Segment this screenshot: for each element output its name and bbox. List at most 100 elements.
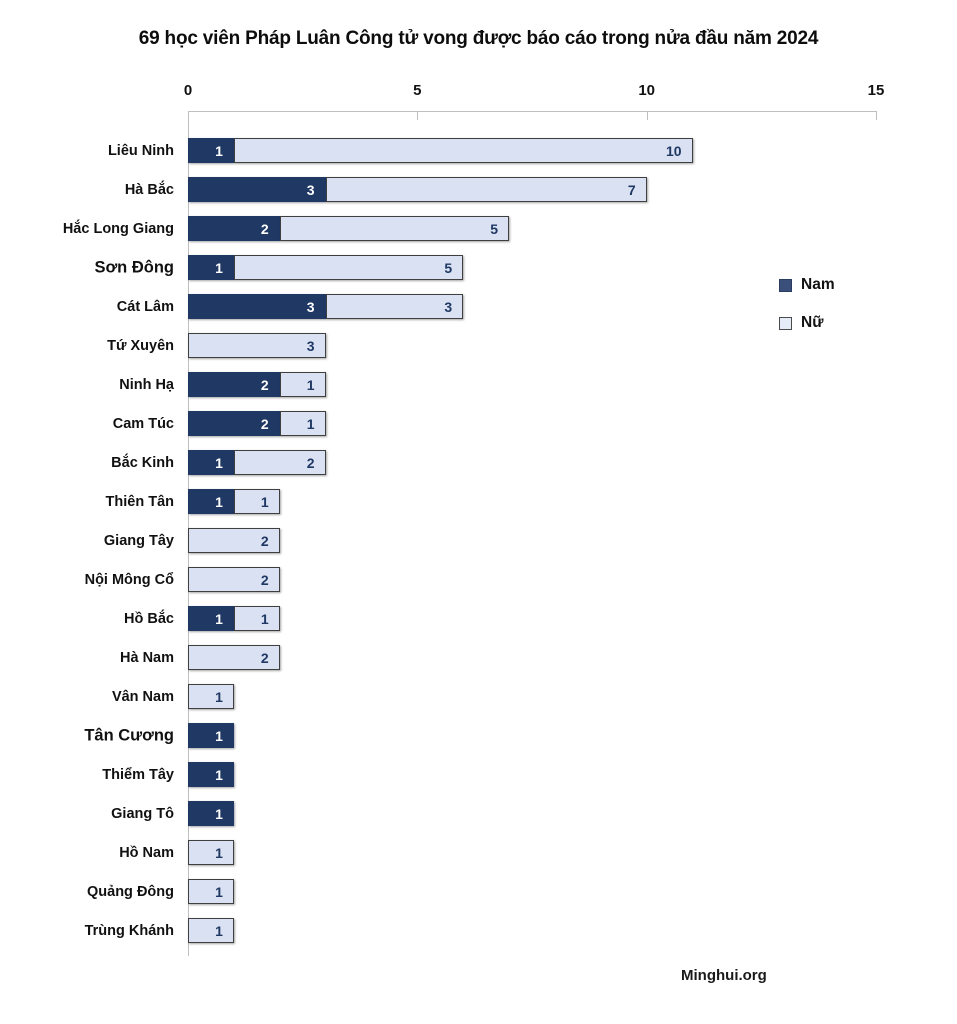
category-label: Tứ Xuyên [107, 337, 174, 354]
x-axis-tick [876, 111, 877, 120]
bar-value-label: 1 [215, 259, 223, 276]
bar-value-label: 2 [260, 220, 269, 237]
bar-value-label: 1 [306, 376, 315, 393]
category-label: Cam Túc [112, 415, 174, 432]
bar-segment-nu[interactable]: 1 [188, 918, 234, 943]
bar-segment-nam[interactable]: 1 [188, 489, 234, 514]
bar-value-label: 1 [215, 727, 223, 744]
bar-row: Hồ Bắc 1 1 [124, 599, 876, 638]
x-axis-tick [417, 111, 419, 120]
bar-row: Hà Bắc 3 7 [125, 170, 876, 209]
bar-value-label: 1 [215, 142, 223, 159]
bar-segment-nu[interactable]: 1 [233, 606, 280, 631]
bar-row: Cát Lâm 3 3 [117, 287, 876, 326]
bar-value-label: 3 [306, 337, 315, 354]
bar-segment-nam[interactable]: 1 [188, 723, 234, 748]
bar-row: Giang Tô 1 [111, 794, 876, 833]
bar-segment-nam[interactable]: 3 [188, 177, 326, 202]
bar-value-label: 2 [260, 571, 269, 588]
bar-row: Hồ Nam 1 [119, 833, 876, 872]
bar-row: Trùng Khánh 1 [85, 911, 876, 950]
bar-segment-nam[interactable]: 1 [188, 255, 234, 280]
bar-segment-nu[interactable]: 5 [279, 216, 510, 241]
bar-segment-nam[interactable]: 2 [188, 372, 280, 397]
bar-value-label: 1 [215, 454, 223, 471]
bar-row: Thiên Tân 1 1 [106, 482, 876, 521]
category-label: Cát Lâm [116, 298, 174, 315]
bar-value-label: 5 [490, 220, 499, 237]
bar-value-label: 1 [215, 766, 223, 783]
category-label: Hà Nam [120, 649, 174, 666]
category-label: Ninh Hạ [119, 376, 174, 393]
bar-value-label: 2 [306, 454, 315, 471]
bar-row: Ninh Hạ 2 1 [119, 365, 876, 404]
bar-row: Quảng Đông 1 [87, 872, 876, 911]
bar-segment-nu[interactable]: 2 [233, 450, 326, 475]
bar-value-label: 1 [215, 493, 223, 510]
legend-item-nam[interactable]: Nam [779, 266, 835, 304]
legend-item-nu[interactable]: Nữ [779, 304, 835, 342]
bar-segment-nam[interactable]: 1 [188, 801, 234, 826]
category-label: Sơn Đông [94, 258, 174, 276]
page-title: 69 học viên Pháp Luân Công tử vong được … [138, 28, 819, 49]
bar-segment-nam[interactable]: 1 [188, 762, 234, 787]
bar-segment-nu[interactable]: 2 [188, 567, 280, 592]
bar-value-label: 1 [215, 805, 223, 822]
bar-segment-nu[interactable]: 2 [188, 528, 280, 553]
bar-row: Thiểm Tây 1 [102, 755, 876, 794]
bar-row: Liêu Ninh 1 10 [108, 131, 876, 170]
bar-segment-nam[interactable]: 1 [188, 450, 234, 475]
bar-value-label: 1 [215, 922, 223, 939]
bar-segment-nam[interactable]: 2 [188, 411, 280, 436]
bar-segment-nu[interactable]: 10 [233, 138, 693, 163]
category-label: Giang Tô [111, 805, 174, 822]
outlined-square-icon [779, 316, 792, 330]
category-label: Nội Mông Cổ [84, 571, 174, 588]
bar-row: Vân Nam 1 [112, 677, 876, 716]
bar-row: Tứ Xuyên 3 [107, 326, 876, 365]
bar-segment-nu[interactable]: 1 [188, 684, 234, 709]
category-label: Giang Tây [103, 532, 174, 549]
category-label: Hà Bắc [124, 181, 174, 198]
bar-row: Cam Túc 2 1 [113, 404, 876, 443]
bar-segment-nam[interactable]: 1 [188, 138, 234, 163]
bar-segment-nam[interactable]: 2 [188, 216, 280, 241]
bar-row: Tân Cương 1 [84, 716, 876, 755]
bar-segment-nu[interactable]: 2 [188, 645, 280, 670]
bar-value-label: 1 [215, 688, 223, 705]
x-axis-tick-label: 5 [413, 82, 422, 99]
bar-segment-nu[interactable]: 3 [325, 294, 464, 319]
category-label: Thiểm Tây [102, 766, 174, 783]
bar-value-label: 1 [215, 610, 223, 627]
category-label: Hồ Bắc [124, 610, 174, 627]
bar-value-label: 2 [260, 532, 269, 549]
legend-label-nam: Nam [801, 276, 835, 293]
bar-value-label: 3 [306, 298, 315, 315]
x-axis-tick-label: 10 [638, 82, 655, 99]
plot-area: 0 5 10 15 Liêu Ninh 1 10 Hà Bắc 3 7 Hắc Long Gian… [63, 82, 884, 956]
x-axis-tick [188, 111, 189, 120]
bar-value-label: 1 [215, 883, 223, 900]
bar-segment-nu[interactable]: 7 [325, 177, 647, 202]
category-label: Trùng Khánh [84, 922, 174, 939]
bar-segment-nu[interactable]: 1 [279, 411, 326, 436]
category-label: Quảng Đông [87, 883, 174, 900]
bar-segment-nu[interactable]: 5 [233, 255, 464, 280]
category-label: Hồ Nam [119, 844, 174, 861]
bar-value-label: 2 [260, 376, 269, 393]
bar-segment-nu[interactable]: 1 [188, 840, 234, 865]
bar-value-label: 10 [665, 142, 682, 159]
category-label: Vân Nam [111, 688, 174, 705]
legend: Nam Nữ [779, 266, 835, 342]
bar-segment-nam[interactable]: 1 [188, 606, 234, 631]
category-label: Bắc Kinh [111, 454, 174, 471]
bar-segment-nu[interactable]: 1 [279, 372, 326, 397]
x-axis-line [188, 111, 876, 112]
bar-segment-nam[interactable]: 3 [188, 294, 326, 319]
bar-value-label: 1 [306, 415, 315, 432]
x-axis-tick [646, 111, 648, 120]
bar-segment-nu[interactable]: 1 [188, 879, 234, 904]
bar-segment-nu[interactable]: 1 [233, 489, 280, 514]
bar-segment-nu[interactable]: 3 [188, 333, 326, 358]
